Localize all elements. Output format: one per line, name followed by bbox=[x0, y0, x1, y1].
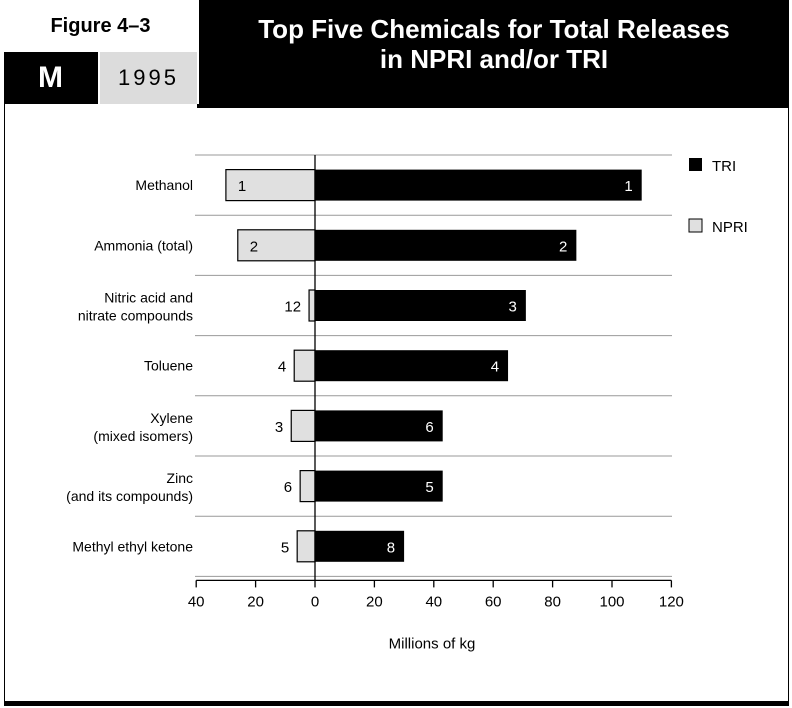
legend-swatch-npri bbox=[688, 218, 703, 233]
npri-bar bbox=[308, 289, 316, 322]
tri-bar bbox=[315, 470, 443, 502]
x-tick-label: 80 bbox=[544, 593, 561, 610]
tri-rank-label: 1 bbox=[624, 178, 632, 195]
tri-bar bbox=[315, 229, 577, 261]
category-label: (and its compounds) bbox=[66, 488, 193, 504]
title-banner: Top Five Chemicals for Total Releases in… bbox=[199, 0, 789, 104]
x-axis-title: Millions of kg bbox=[389, 635, 476, 652]
category-label: (mixed isomers) bbox=[93, 428, 193, 444]
category-label: Xylene bbox=[150, 410, 193, 426]
x-tick-label: 60 bbox=[485, 593, 502, 610]
npri-rank-label: 2 bbox=[250, 238, 258, 255]
x-tick-label: 100 bbox=[599, 593, 624, 610]
x-tick-label: 120 bbox=[659, 593, 684, 610]
title-underline bbox=[197, 104, 789, 108]
npri-rank-label: 5 bbox=[281, 539, 289, 556]
npri-bar bbox=[290, 409, 316, 442]
figure-label: Figure 4–3 bbox=[4, 0, 197, 52]
npri-rank-label: 4 bbox=[278, 359, 286, 376]
title-line-1: Top Five Chemicals for Total Releases bbox=[258, 14, 730, 44]
x-tick-label: 40 bbox=[188, 593, 205, 610]
npri-rank-label: 1 bbox=[238, 178, 246, 195]
x-tick-label: 20 bbox=[366, 593, 383, 610]
tri-bar bbox=[315, 530, 405, 562]
tri-bar bbox=[315, 350, 509, 382]
npri-bar bbox=[299, 470, 316, 503]
tri-rank-label: 6 bbox=[425, 419, 433, 436]
category-label: Nitric acid and bbox=[104, 290, 193, 306]
npri-bar bbox=[296, 530, 316, 563]
tri-bar bbox=[315, 410, 443, 442]
category-label: Ammonia (total) bbox=[94, 237, 193, 253]
tri-bar bbox=[315, 290, 526, 321]
category-label: Methanol bbox=[135, 177, 193, 193]
tri-rank-label: 3 bbox=[509, 299, 517, 316]
npri-rank-label: 6 bbox=[284, 479, 292, 496]
npri-rank-label: 3 bbox=[275, 419, 283, 436]
npri-rank-label: 12 bbox=[284, 299, 301, 316]
tri-rank-label: 2 bbox=[559, 238, 567, 255]
category-label: Toluene bbox=[144, 358, 193, 374]
npri-bar bbox=[237, 229, 316, 262]
tri-rank-label: 8 bbox=[387, 539, 395, 556]
legend-swatch-tri bbox=[689, 158, 702, 171]
x-tick-label: 20 bbox=[247, 593, 264, 610]
title-line-2: in NPRI and/or TRI bbox=[379, 44, 609, 74]
legend-label-npri: NPRI bbox=[712, 219, 748, 236]
code-letter: M bbox=[4, 52, 98, 104]
tri-rank-label: 5 bbox=[425, 479, 433, 496]
npri-bar bbox=[293, 349, 316, 382]
figure-badge: Figure 4–3 M 1995 bbox=[4, 0, 197, 104]
category-label: Methyl ethyl ketone bbox=[72, 538, 193, 554]
tri-rank-label: 4 bbox=[491, 359, 499, 376]
x-tick-label: 0 bbox=[311, 593, 319, 610]
category-label: nitrate compounds bbox=[78, 308, 193, 324]
tri-bar bbox=[315, 169, 642, 201]
figure-frame bbox=[4, 0, 789, 706]
category-label: Zinc bbox=[167, 470, 193, 486]
legend-label-tri: TRI bbox=[712, 158, 736, 175]
chart-title: Top Five Chemicals for Total Releases in… bbox=[199, 14, 789, 74]
x-tick-label: 40 bbox=[425, 593, 442, 610]
year-label: 1995 bbox=[100, 52, 197, 104]
